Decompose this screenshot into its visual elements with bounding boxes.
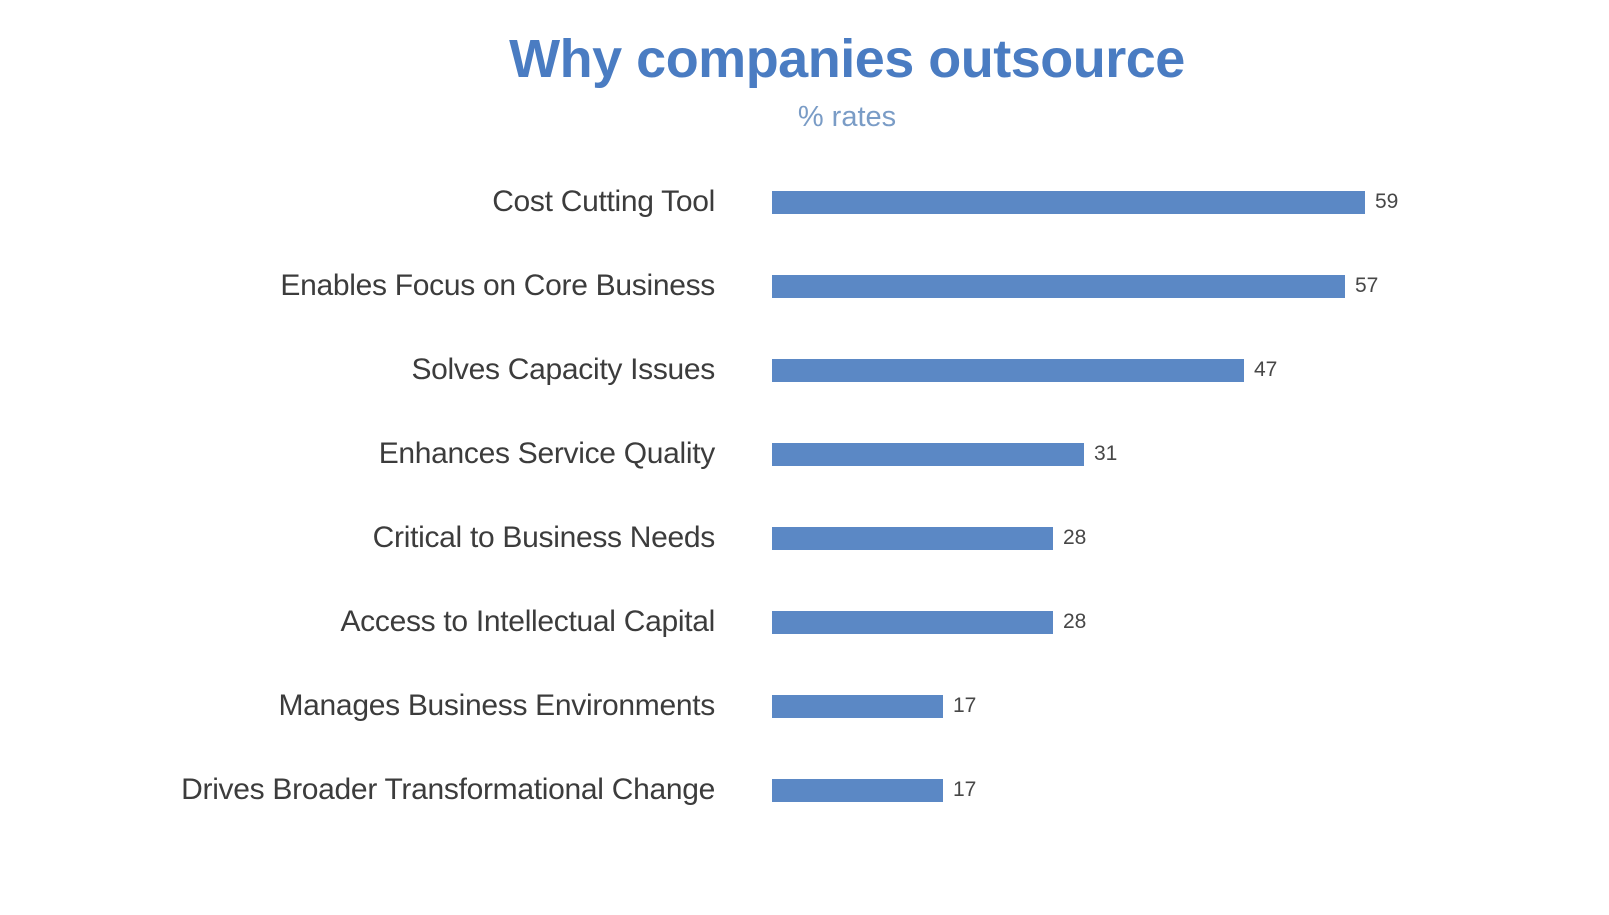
bar <box>772 778 943 802</box>
bar <box>772 442 1084 466</box>
chart-title: Why companies outsource <box>509 29 1185 89</box>
value-label: 17 <box>953 778 977 802</box>
value-label: 59 <box>1375 190 1399 214</box>
value-label: 57 <box>1355 274 1379 298</box>
value-label: 31 <box>1094 442 1118 466</box>
value-label: 17 <box>953 694 977 718</box>
bar <box>772 358 1244 382</box>
bar-row: Access to Intellectual Capital 28 <box>0 580 1609 664</box>
bar-track: 31 <box>772 442 1117 466</box>
bar-row: Solves Capacity Issues 47 <box>0 328 1609 412</box>
category-label: Cost Cutting Tool <box>492 185 715 219</box>
bar-row: Enhances Service Quality 31 <box>0 412 1609 496</box>
category-label: Access to Intellectual Capital <box>340 605 715 639</box>
bar-track: 28 <box>772 526 1086 550</box>
bar-row: Cost Cutting Tool 59 <box>0 160 1609 244</box>
bar-chart: Cost Cutting Tool 59 Enables Focus on Core… <box>0 160 1609 832</box>
bar <box>772 610 1053 634</box>
category-label: Solves Capacity Issues <box>411 353 715 387</box>
chart-header: Why companies outsource % rates <box>0 0 1609 134</box>
category-label: Enhances Service Quality <box>378 437 716 471</box>
bar-row: Critical to Business Needs 28 <box>0 496 1609 580</box>
value-label: 47 <box>1254 358 1278 382</box>
category-label: Drives Broader Transformational Change <box>181 773 715 807</box>
bar <box>772 274 1345 298</box>
bar <box>772 526 1053 550</box>
bar-track: 17 <box>772 694 976 718</box>
category-label: Manages Business Environments <box>278 689 715 723</box>
bar-track: 59 <box>772 190 1398 214</box>
value-label: 28 <box>1063 526 1087 550</box>
bar-track: 28 <box>772 610 1086 634</box>
bar-track: 57 <box>772 274 1378 298</box>
category-label: Enables Focus on Core Business <box>280 269 715 303</box>
bar <box>772 190 1365 214</box>
bar-row: Manages Business Environments 17 <box>0 664 1609 748</box>
value-label: 28 <box>1063 610 1087 634</box>
category-label: Critical to Business Needs <box>372 521 716 555</box>
bar <box>772 694 943 718</box>
bar-row: Drives Broader Transformational Change 17 <box>0 748 1609 832</box>
bar-track: 17 <box>772 778 976 802</box>
chart-subtitle: % rates <box>797 101 897 134</box>
bar-track: 47 <box>772 358 1277 382</box>
bar-row: Enables Focus on Core Business 57 <box>0 244 1609 328</box>
